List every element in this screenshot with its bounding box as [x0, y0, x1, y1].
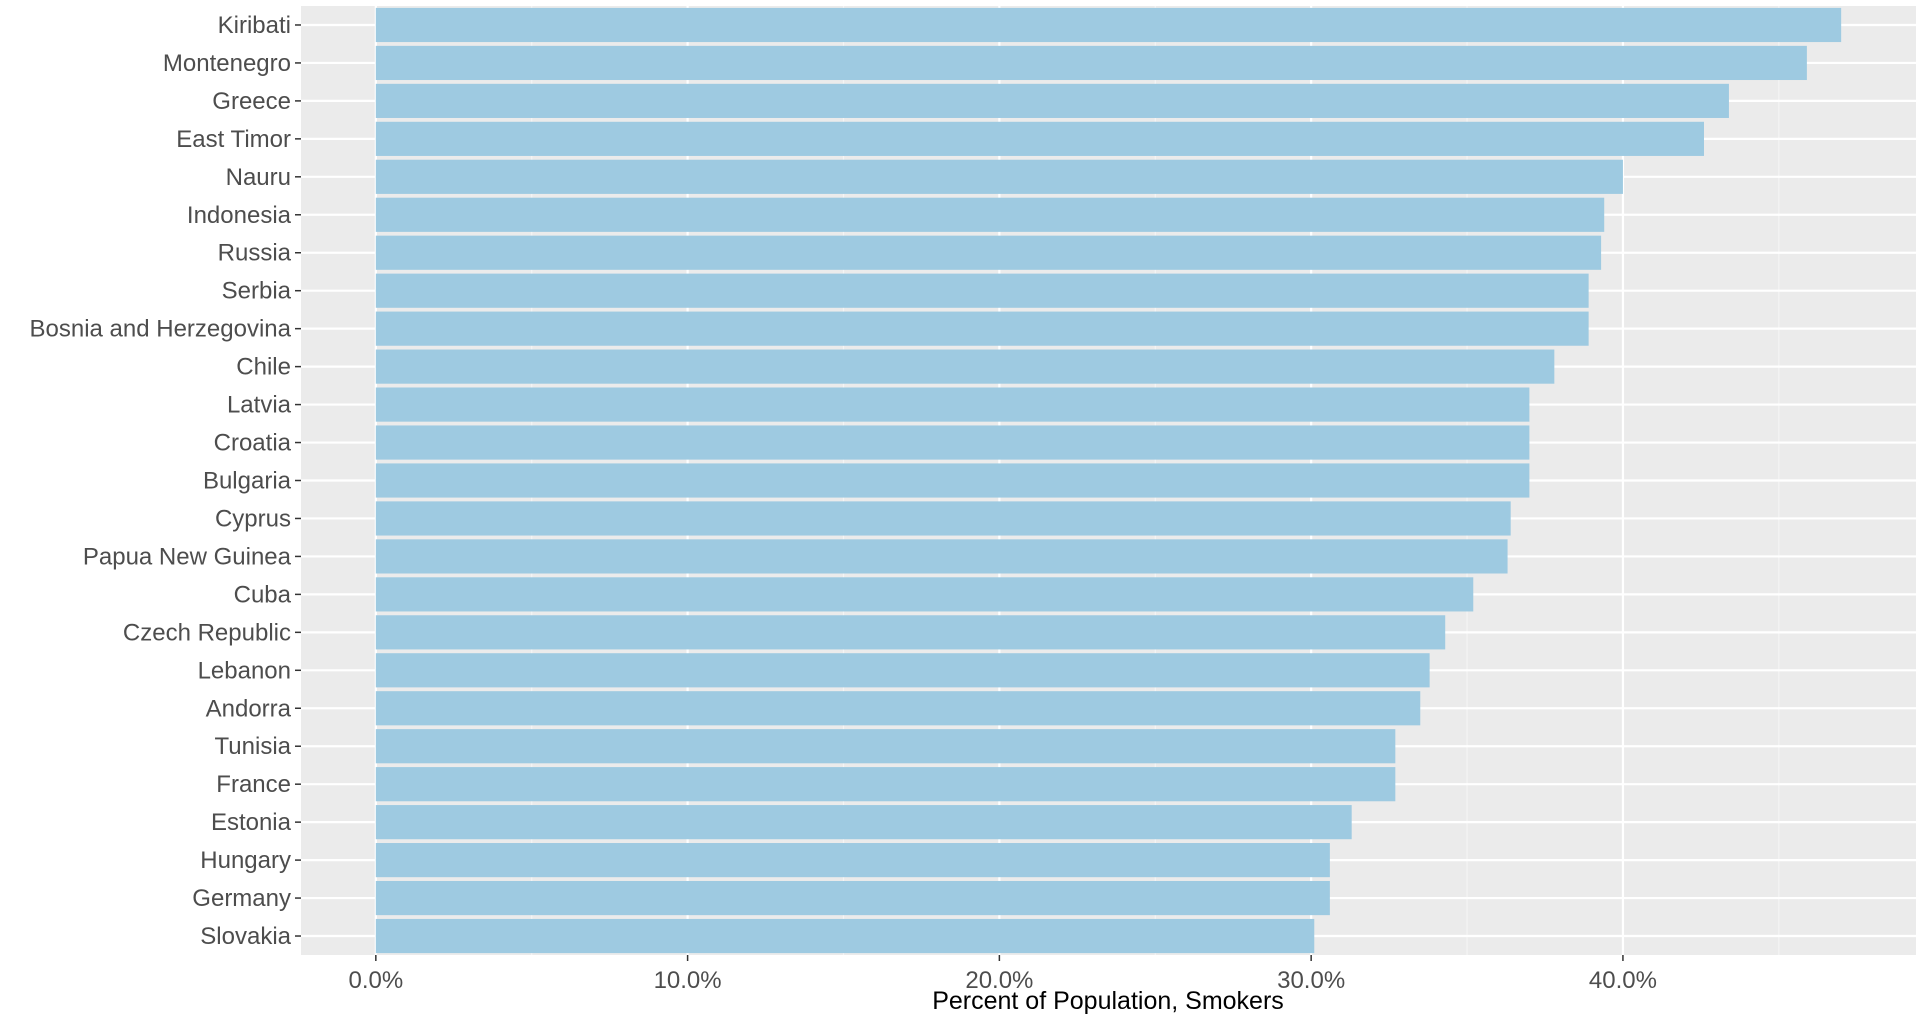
y-tick-label: Kiribati — [218, 12, 291, 39]
y-tick-label: Bulgaria — [203, 468, 292, 495]
bar — [375, 843, 1330, 878]
bar — [375, 501, 1511, 536]
y-tick-label: Nauru — [226, 164, 291, 191]
bar — [375, 387, 1530, 422]
y-tick-label: Montenegro — [163, 50, 291, 77]
y-tick-label: Hungary — [200, 847, 291, 874]
y-tick-label: Russia — [218, 240, 292, 267]
bar — [375, 729, 1396, 764]
x-tick-label: 40.0% — [1589, 967, 1657, 994]
bar — [375, 577, 1474, 612]
y-tick-label: Indonesia — [187, 202, 292, 229]
y-tick-label: Cuba — [234, 581, 292, 608]
y-tick-label: Andorra — [206, 695, 292, 722]
x-axis: 0.0% 10.0% 20.0% 30.0% 40.0% — [348, 955, 1657, 994]
y-tick-label: Latvia — [227, 392, 292, 419]
x-tick-label: 30.0% — [1277, 967, 1345, 994]
bar — [375, 918, 1315, 954]
x-tick-label: 20.0% — [965, 967, 1033, 994]
x-tick-label: 0.0% — [348, 967, 403, 994]
bar — [375, 425, 1530, 460]
bar — [375, 197, 1605, 232]
y-tick-label: Greece — [212, 88, 291, 115]
y-tick-label: Croatia — [214, 430, 292, 457]
bar — [375, 235, 1602, 270]
y-tick-label: Chile — [236, 354, 291, 381]
bar — [375, 7, 1842, 43]
y-tick-label: Estonia — [211, 809, 292, 836]
y-tick-label: Slovakia — [200, 923, 291, 950]
bar — [375, 653, 1430, 688]
bar — [375, 121, 1704, 156]
bar — [375, 311, 1589, 346]
y-tick-label: Czech Republic — [123, 619, 291, 646]
bar — [375, 615, 1446, 650]
bar — [375, 767, 1396, 802]
bar — [375, 349, 1555, 384]
y-tick-label: France — [216, 771, 291, 798]
y-tick-label: Papua New Guinea — [83, 543, 292, 570]
y-tick-label: Tunisia — [215, 733, 292, 760]
x-tick-label: 10.0% — [654, 967, 722, 994]
bar — [375, 463, 1530, 498]
bar — [375, 83, 1729, 118]
y-tick-label: Serbia — [222, 278, 292, 305]
bars-group — [375, 7, 1842, 954]
y-tick-label: East Timor — [176, 126, 291, 153]
bar — [375, 539, 1508, 574]
y-tick-label: Lebanon — [198, 657, 291, 684]
y-tick-label: Germany — [192, 885, 291, 912]
bar — [375, 273, 1589, 308]
x-axis-title: Percent of Population, Smokers — [932, 987, 1284, 1015]
y-tick-label: Bosnia and Herzegovina — [29, 316, 291, 343]
bar — [375, 691, 1421, 726]
y-tick-label: Cyprus — [215, 505, 291, 532]
bar — [375, 805, 1352, 840]
bar — [375, 159, 1623, 194]
y-axis: Kiribati Montenegro Greece East Timor Nauru I… — [29, 12, 301, 950]
bar — [375, 45, 1807, 81]
bar — [375, 880, 1330, 916]
